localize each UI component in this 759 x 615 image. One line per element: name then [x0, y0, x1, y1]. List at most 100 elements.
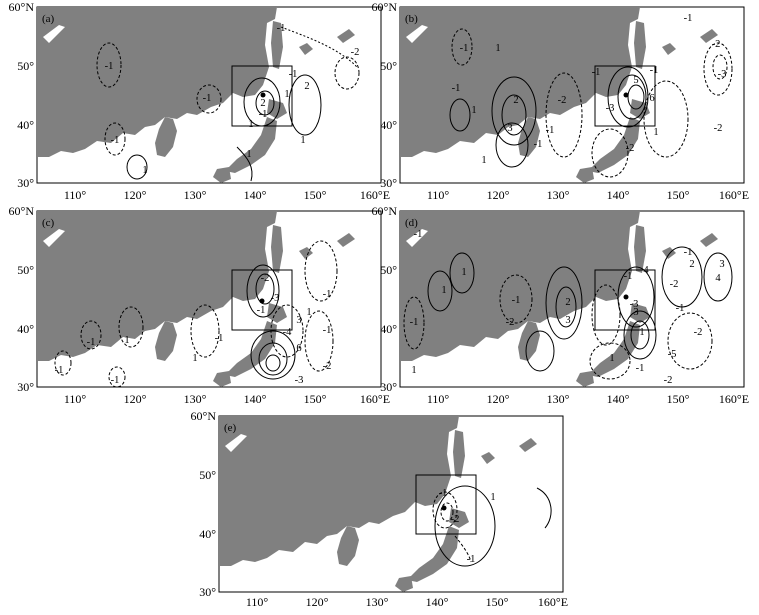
contour-labels: -1 -1 -1 1 1 1 2 3 -2 -1 -2 -1 -3 5 6 -1…	[452, 13, 727, 166]
contour-line	[54, 350, 72, 376]
contour-line	[617, 74, 647, 120]
contour-line	[703, 252, 733, 302]
contour-label: -3	[606, 103, 615, 114]
lon-tick-label: 120°	[124, 392, 147, 406]
contour-label: -1	[460, 43, 469, 54]
contour-label: 6	[296, 343, 301, 354]
contour-line	[265, 354, 281, 372]
contour-labels: -1 -2 1 -1	[439, 488, 496, 565]
contour-label: 4	[643, 265, 649, 276]
station-dot	[259, 298, 265, 304]
contour-line	[246, 264, 280, 318]
contour-line	[591, 128, 629, 178]
lat-tick-label: 40°	[380, 118, 397, 132]
contour-label: 4	[715, 273, 721, 284]
lon-tick-label: 160°E	[719, 188, 749, 202]
contour-line	[258, 342, 288, 376]
contour-labels: -1 -1 -1 -1 -1 -1 -2 1 2 2 1 1 1 1	[105, 23, 360, 176]
contour-label: -1	[624, 271, 633, 282]
contour-label: 1	[306, 307, 311, 318]
lat-tick-label: 50°	[199, 468, 216, 482]
lon-tick-label: 150°	[667, 392, 690, 406]
contour-label: 1	[248, 119, 253, 130]
contour-line	[545, 72, 583, 158]
contour-label: -1	[534, 139, 543, 150]
contour-label: -1	[111, 135, 120, 146]
contour-line	[250, 330, 296, 380]
focus-box	[231, 269, 293, 331]
lat-tick-label: 50°	[17, 59, 34, 73]
contour-label: -2	[323, 361, 332, 372]
lon-tick-label: 130°	[547, 392, 570, 406]
lat-tick-label: 30°	[17, 176, 34, 190]
contour-label: -1	[512, 295, 521, 306]
lon-tick-label: 140°	[426, 595, 449, 609]
contour-label: -1	[452, 83, 461, 94]
contour-label: 1	[609, 353, 614, 364]
contour-line	[536, 487, 552, 529]
contour-line	[589, 342, 631, 380]
contour-label: -2	[670, 279, 679, 290]
contour-label: 1	[246, 149, 251, 160]
contour-line	[304, 310, 334, 372]
contour-label: 3	[507, 123, 512, 134]
contour-line	[334, 56, 360, 90]
contour-label: 1	[471, 105, 476, 116]
lon-axis: 110° 120° 130° 140° 150° 160°E	[427, 392, 749, 406]
lon-tick-label: 110°	[427, 188, 450, 202]
contour-line	[454, 535, 472, 563]
contour-label: -1	[684, 247, 693, 258]
lon-axis: 110° 120° 130° 140° 150° 160°E	[64, 188, 390, 202]
contour-label: 1	[653, 127, 658, 138]
contour-line	[126, 154, 148, 180]
contour-label: -3	[630, 299, 639, 310]
contour-line	[617, 266, 655, 328]
contour-label: -1	[684, 13, 693, 24]
contour-line	[96, 42, 122, 88]
contour-line	[80, 320, 102, 350]
lon-tick-label: 110°	[64, 392, 87, 406]
contour-line	[196, 84, 222, 114]
contour-label: -2	[626, 143, 635, 154]
contour-label: -1	[467, 554, 476, 565]
focus-box	[594, 269, 656, 331]
contour-lines	[449, 28, 733, 178]
contour-label: -1	[111, 375, 120, 386]
lat-tick-label: 30°	[199, 585, 216, 599]
contour-label: 1	[124, 335, 129, 346]
lon-tick-label: 120°	[487, 392, 510, 406]
lat-axis: 60°N 50° 40° 30°	[372, 204, 398, 394]
contour-label: 5	[633, 75, 638, 86]
contour-label: -1	[105, 61, 114, 72]
panel-label: (b)	[405, 13, 418, 25]
contour-lines	[403, 246, 733, 380]
lat-tick-label: 40°	[17, 118, 34, 132]
contour-label: -1	[676, 303, 685, 314]
lat-tick-label: 60°N	[9, 0, 35, 14]
lon-tick-label: 130°	[184, 188, 207, 202]
lon-tick-label: 130°	[184, 392, 207, 406]
contour-label: -1	[215, 333, 224, 344]
contour-line	[427, 270, 453, 312]
lat-tick-label: 40°	[17, 322, 34, 336]
lat-tick-label: 40°	[380, 322, 397, 336]
contour-label: -2	[451, 514, 460, 525]
lon-tick-label: 130°	[547, 188, 570, 202]
contour-label: 1	[461, 267, 466, 278]
contour-label: 1	[481, 155, 486, 166]
contour-label: -2	[712, 39, 721, 50]
contour-label: 3	[565, 315, 570, 326]
contour-label: -1	[259, 109, 268, 120]
contour-label: -2	[664, 375, 673, 386]
contour-label: 6	[649, 93, 654, 104]
lon-tick-label: 110°	[246, 595, 269, 609]
contour-label: 3	[719, 259, 724, 270]
contour-label: -4	[283, 327, 292, 338]
lat-tick-label: 30°	[17, 380, 34, 394]
contour-line	[255, 273, 275, 305]
station-dot	[623, 92, 629, 98]
contour-label: -1	[414, 229, 423, 240]
lon-tick-label: 110°	[427, 392, 450, 406]
contour-label: 1	[411, 365, 416, 376]
contour-label: -2	[714, 123, 723, 134]
